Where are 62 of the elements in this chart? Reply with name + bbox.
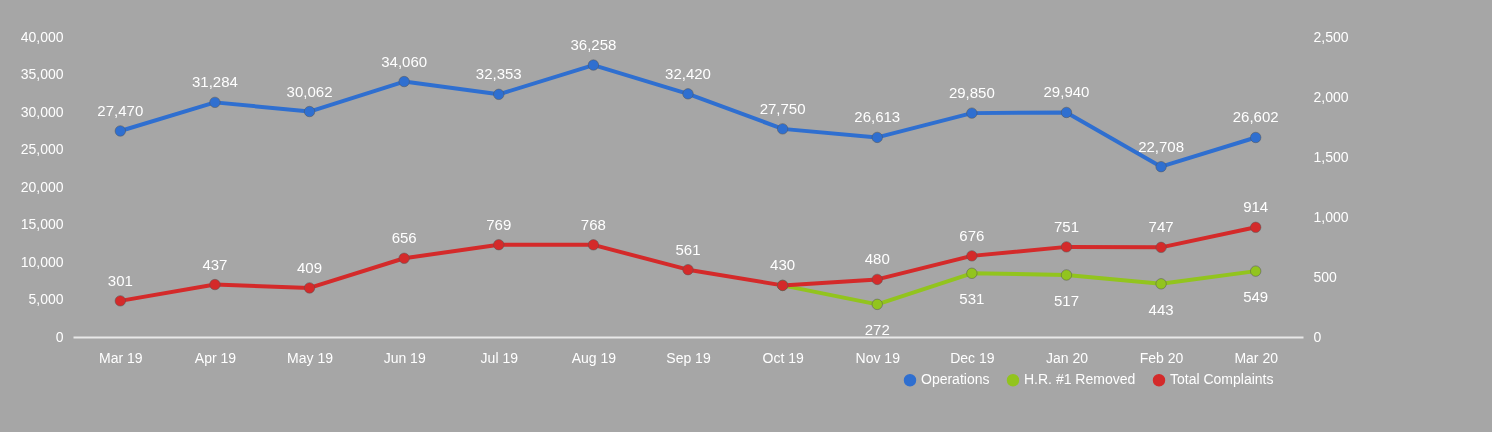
y-tick-label: 35,000: [20, 66, 64, 82]
data-label: 32,353: [475, 65, 522, 83]
data-label: 32,420: [665, 64, 711, 82]
data-label: 34,060: [381, 52, 428, 70]
x-tick-label: Jan 20: [1045, 349, 1089, 366]
data-label: 36,258: [570, 36, 617, 54]
data-label: 676: [959, 226, 985, 244]
x-tick-label: Mar 19: [99, 349, 143, 366]
data-label: 549: [1243, 288, 1269, 306]
data-label: 656: [391, 229, 417, 247]
y2-tick-label: 1,000: [1313, 208, 1349, 225]
y2-tick-label: 1,500: [1313, 148, 1349, 165]
y-tick-label: 25,000: [20, 141, 64, 157]
x-tick-label: May 19: [287, 349, 334, 366]
data-label: 26,613: [854, 108, 901, 126]
data-label: 272: [864, 321, 890, 339]
y-tick-label: 40,000: [20, 28, 64, 45]
x-tick-label: Jul 19: [480, 349, 519, 366]
y-tick-label: 10,000: [20, 253, 64, 270]
data-label: 747: [1148, 218, 1174, 236]
y2-tick-label: 500: [1313, 268, 1338, 285]
x-tick-label: Sep 19: [666, 349, 711, 366]
data-label: 409: [297, 258, 323, 276]
data-label: 768: [580, 215, 606, 233]
x-tick-label: Mar 20: [1234, 349, 1279, 366]
x-tick-label: Feb 20: [1139, 349, 1184, 366]
data-label: 30,062: [286, 82, 333, 100]
y2-tick-label: 2,500: [1313, 28, 1349, 45]
legend-label: H.R. #1 Removed: [1024, 371, 1136, 388]
x-tick-label: Nov 19: [855, 349, 901, 366]
data-label: 301: [107, 271, 133, 289]
y-tick-label: 0: [55, 328, 64, 345]
data-label: 437: [202, 255, 228, 273]
data-label: 769: [486, 215, 512, 233]
y2-tick-label: 0: [1313, 328, 1322, 345]
data-label: 751: [1053, 217, 1079, 235]
x-tick-label: Dec 19: [950, 349, 995, 366]
data-label: 22,708: [1138, 137, 1185, 155]
data-label: 443: [1148, 300, 1174, 318]
x-tick-label: Aug 19: [571, 349, 617, 366]
legend-label: Total Complaints: [1170, 371, 1274, 388]
data-label: 29,940: [1043, 83, 1090, 101]
y2-tick-label: 2,000: [1313, 88, 1349, 105]
data-label: 29,850: [948, 84, 995, 102]
x-tick-label: Apr 19: [194, 349, 237, 366]
x-tick-label: Jun 19: [383, 349, 426, 366]
data-label: 531: [959, 290, 985, 308]
data-label: 914: [1243, 198, 1269, 216]
data-label: 517: [1053, 291, 1079, 309]
x-tick-label: Oct 19: [762, 349, 804, 366]
data-label: 26,602: [1232, 108, 1279, 126]
data-label: 561: [675, 240, 701, 258]
y-tick-label: 5,000: [28, 291, 64, 307]
y-tick-label: 20,000: [20, 178, 64, 195]
y-tick-label: 30,000: [20, 103, 64, 120]
data-label: 430: [770, 256, 796, 274]
legend-label: Operations: [921, 371, 990, 388]
data-label: 27,750: [759, 99, 806, 117]
y-tick-label: 15,000: [20, 216, 64, 232]
data-label: 480: [864, 250, 890, 268]
data-label: 27,470: [97, 101, 144, 119]
data-label: 31,284: [191, 73, 238, 91]
